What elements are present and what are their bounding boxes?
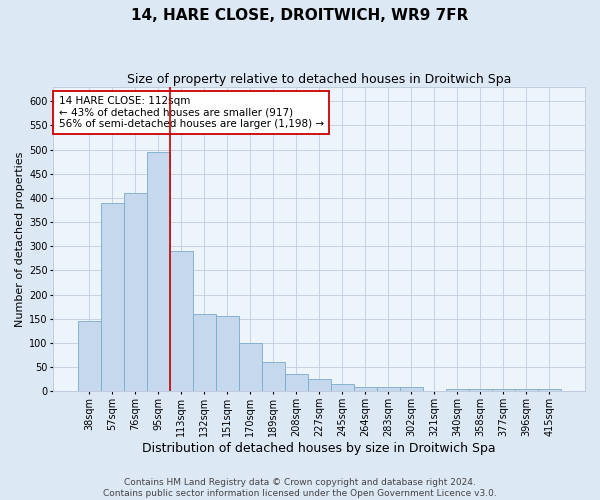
Bar <box>377 386 400 392</box>
Bar <box>146 152 170 392</box>
Text: 14, HARE CLOSE, DROITWICH, WR9 7FR: 14, HARE CLOSE, DROITWICH, WR9 7FR <box>131 8 469 22</box>
Bar <box>446 389 469 392</box>
Bar <box>492 389 515 392</box>
X-axis label: Distribution of detached houses by size in Droitwich Spa: Distribution of detached houses by size … <box>142 442 496 455</box>
Bar <box>538 389 561 392</box>
Y-axis label: Number of detached properties: Number of detached properties <box>15 152 25 326</box>
Bar <box>469 389 492 392</box>
Text: Contains HM Land Registry data © Crown copyright and database right 2024.
Contai: Contains HM Land Registry data © Crown c… <box>103 478 497 498</box>
Bar <box>262 362 284 392</box>
Bar <box>331 384 353 392</box>
Bar <box>193 314 215 392</box>
Bar <box>239 343 262 392</box>
Bar <box>515 389 538 392</box>
Bar <box>284 374 308 392</box>
Bar <box>353 386 377 392</box>
Bar <box>308 380 331 392</box>
Bar <box>124 193 146 392</box>
Bar <box>77 322 101 392</box>
Title: Size of property relative to detached houses in Droitwich Spa: Size of property relative to detached ho… <box>127 72 511 86</box>
Bar <box>400 386 423 392</box>
Bar <box>101 203 124 392</box>
Text: 14 HARE CLOSE: 112sqm
← 43% of detached houses are smaller (917)
56% of semi-det: 14 HARE CLOSE: 112sqm ← 43% of detached … <box>59 96 324 129</box>
Bar <box>170 251 193 392</box>
Bar <box>215 316 239 392</box>
